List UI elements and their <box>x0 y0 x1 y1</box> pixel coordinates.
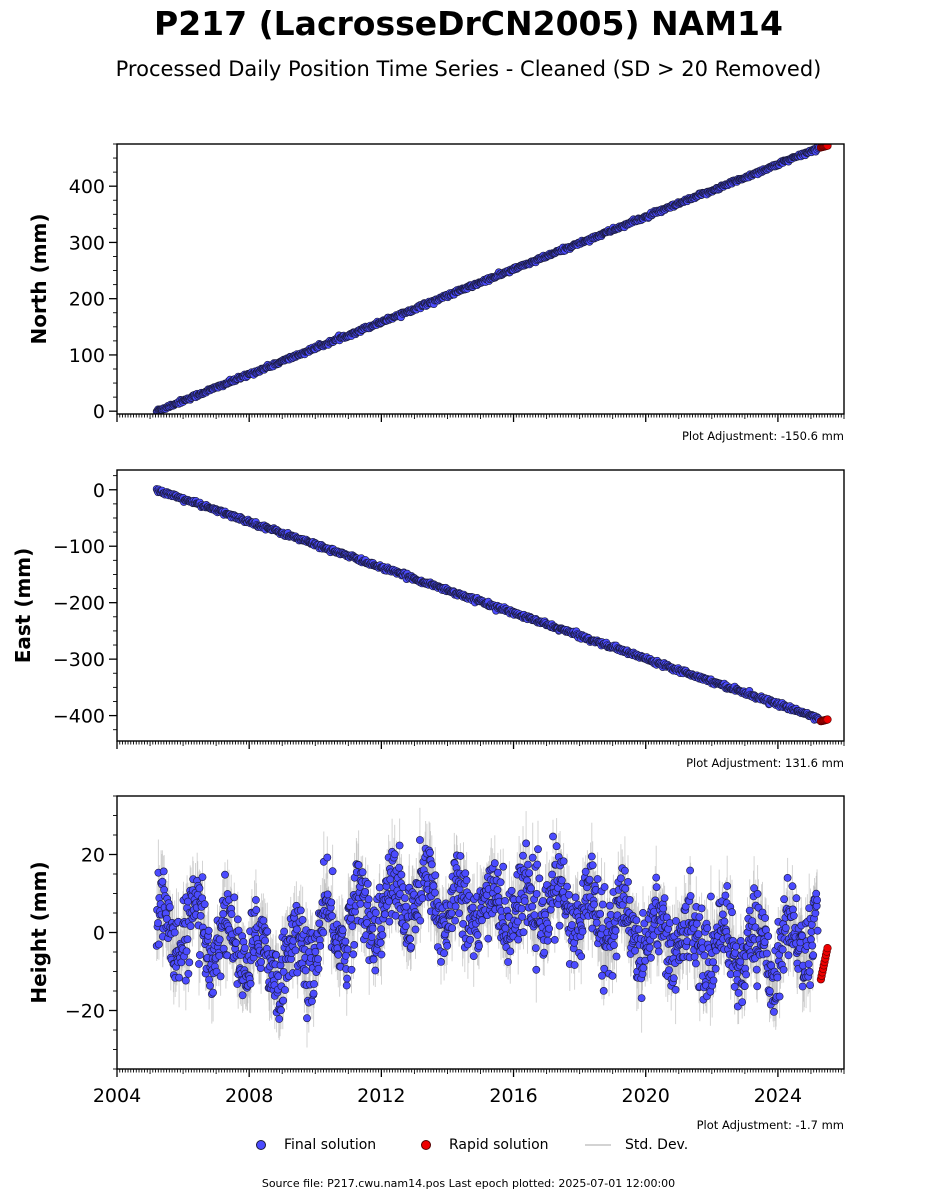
plot-adjustment-note: Plot Adjustment: 131.6 mm <box>686 756 844 770</box>
chart-title: P217 (LacrosseDrCN2005) NAM14 <box>154 4 783 43</box>
y-tick-label: −200 <box>53 593 105 615</box>
plot-area <box>152 485 832 726</box>
y-tick-label: −300 <box>53 649 105 671</box>
rapid-points <box>816 715 832 726</box>
y-axis-ticks <box>109 143 117 412</box>
rapid-point <box>823 715 832 724</box>
plot-adjustment-note: Plot Adjustment: -150.6 mm <box>682 429 844 443</box>
x-axis-ticks <box>116 741 845 749</box>
y-tick-label: 300 <box>69 232 105 254</box>
y-tick-label: 0 <box>93 480 105 502</box>
y-axis-label: East (mm) <box>11 548 35 664</box>
y-tick-label: 100 <box>69 345 105 367</box>
panel-1: 0 100 200 300 400 North (mm) Plot Adjustment: … <box>27 143 845 443</box>
plot-area <box>152 144 832 414</box>
final-points <box>152 485 824 724</box>
y-tick-label: 0 <box>93 401 105 423</box>
chart-subtitle: Processed Daily Position Time Series - C… <box>115 57 822 81</box>
rapid-points <box>816 144 832 152</box>
y-tick-label: 200 <box>69 289 105 311</box>
x-axis-ticks <box>116 414 845 422</box>
plot-area <box>152 807 832 1048</box>
rapid-point <box>823 144 832 150</box>
y-axis-ticks <box>109 475 117 731</box>
y-tick-label: −400 <box>53 706 105 728</box>
final-points <box>152 144 824 414</box>
y-axis-label: North (mm) <box>27 213 51 344</box>
y-tick-label: 400 <box>69 176 105 198</box>
panel-2: −400 −300 −200 −100 0 East (mm) Plot Adjustmen… <box>11 469 845 770</box>
y-tick-label: −100 <box>53 536 105 558</box>
